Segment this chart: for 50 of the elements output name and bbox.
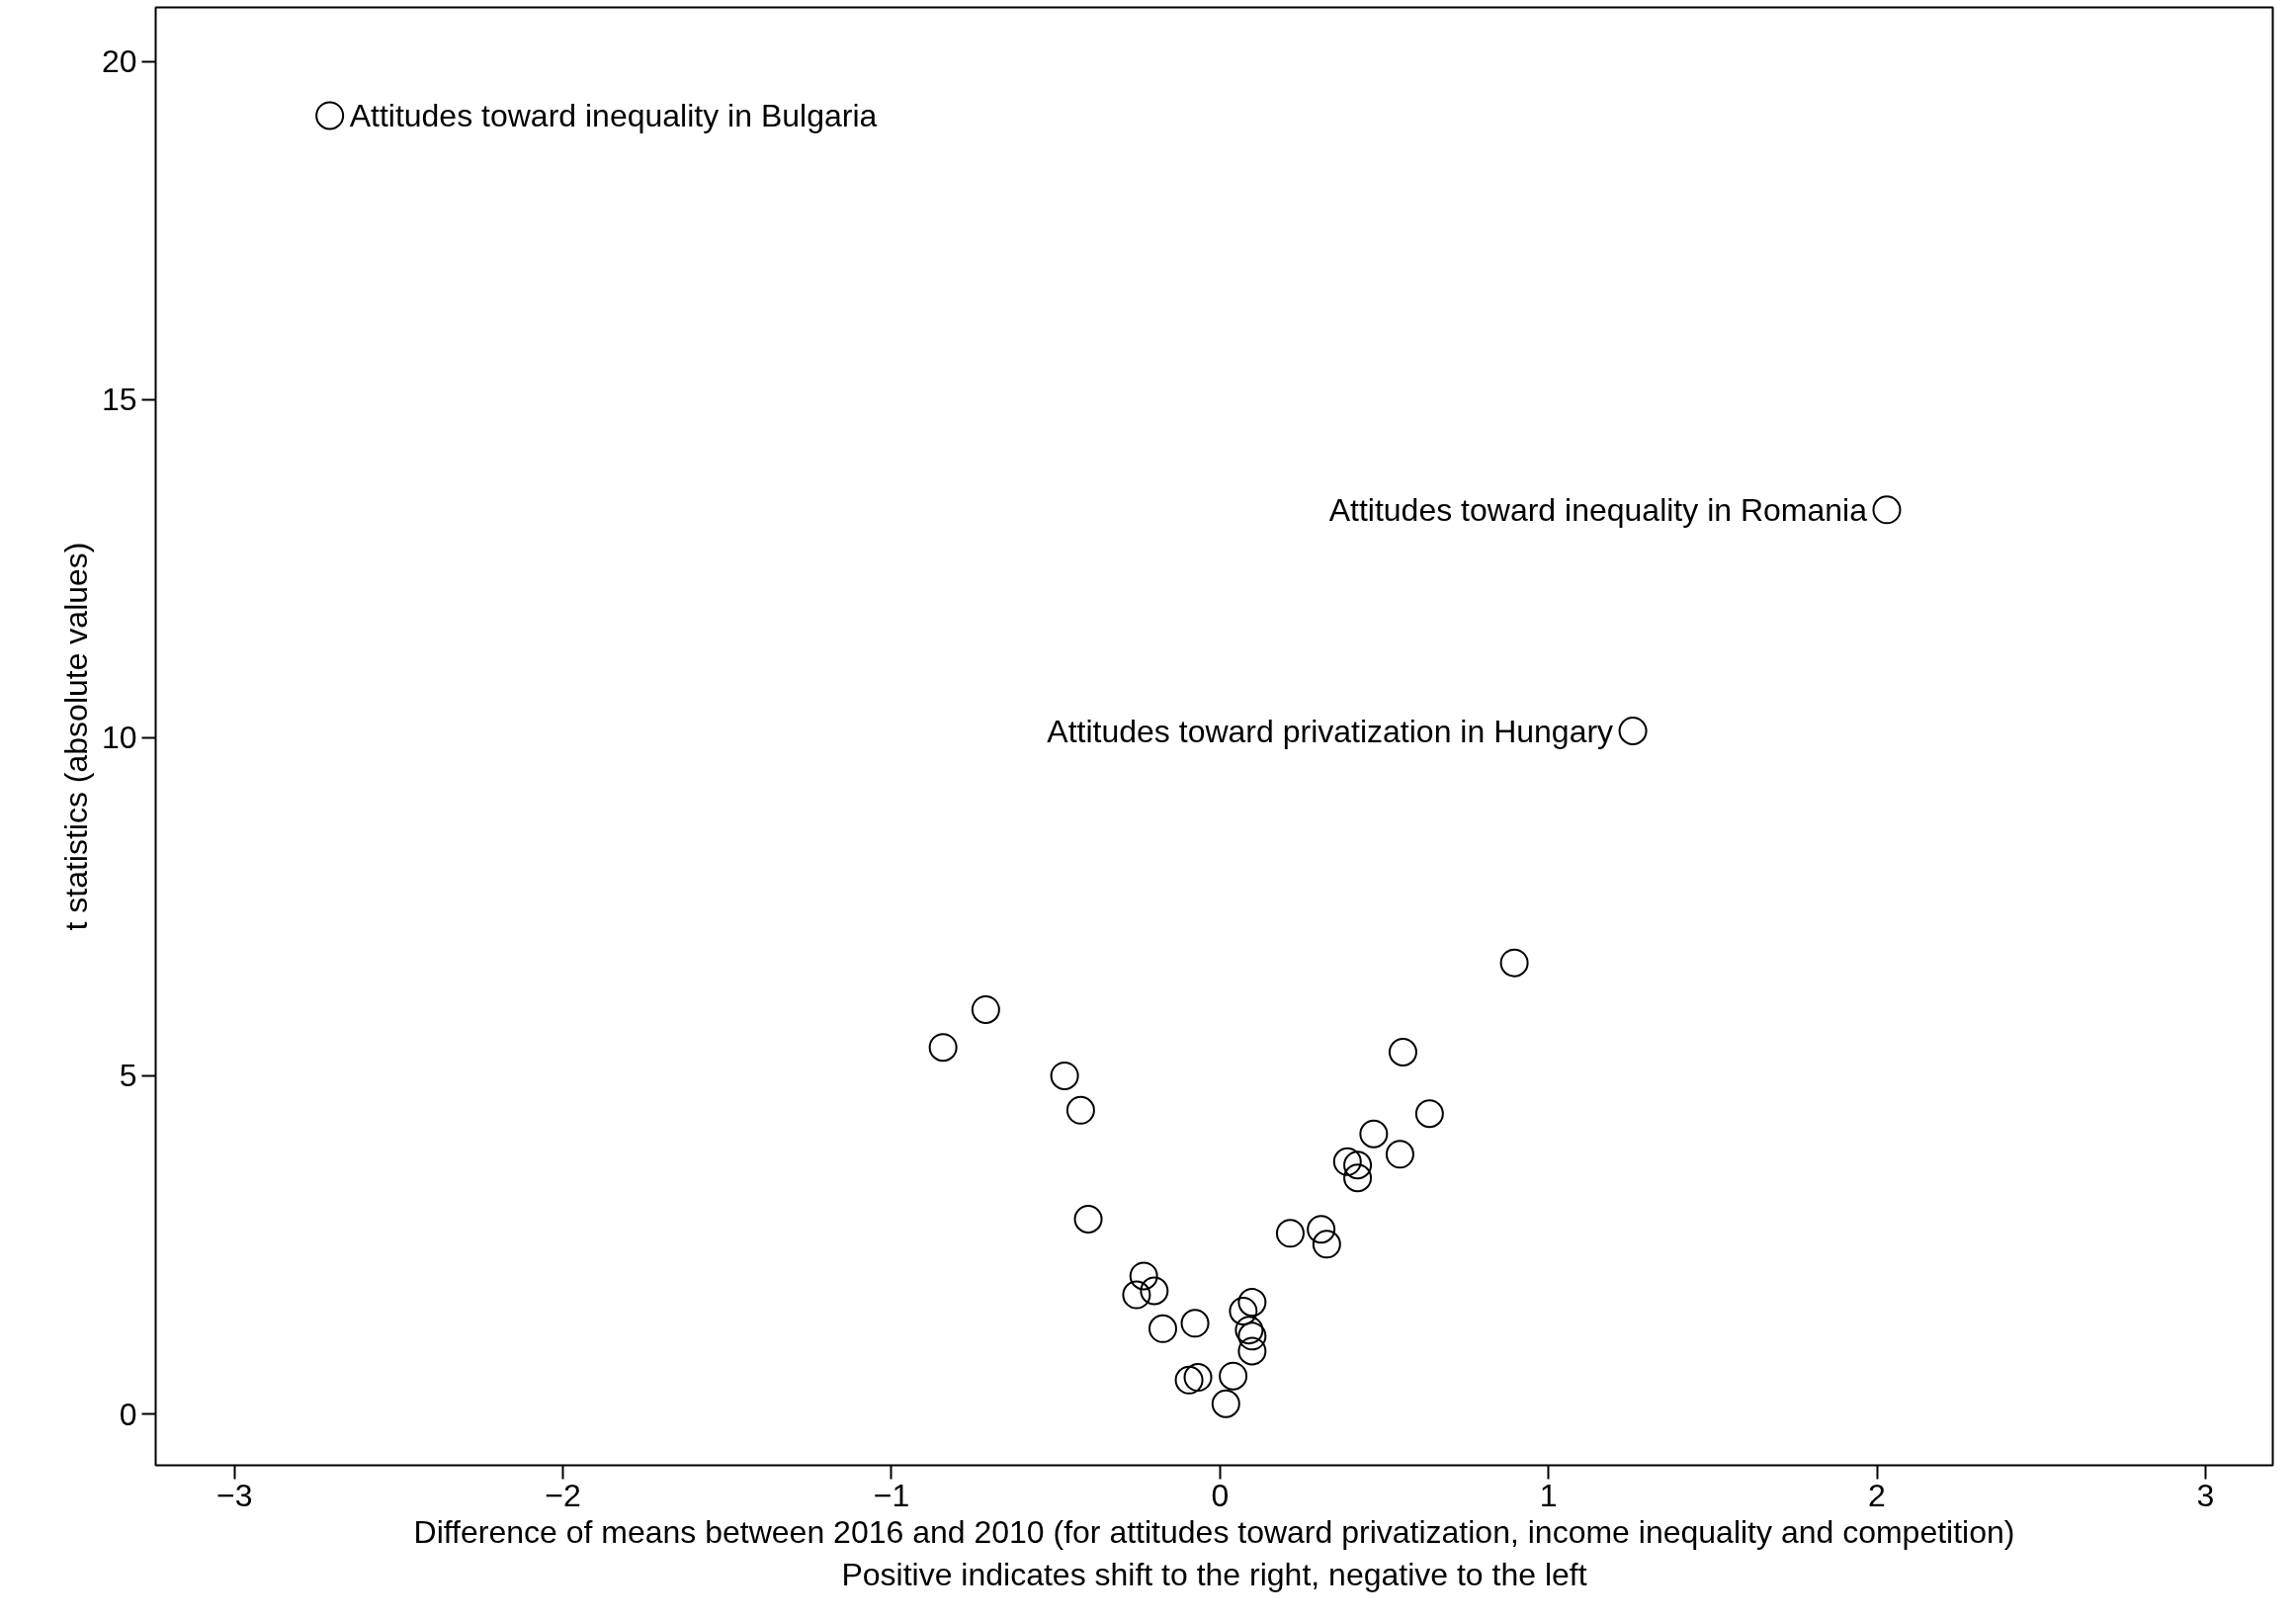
point	[1219, 1361, 1248, 1391]
point	[1065, 1095, 1095, 1125]
point	[1180, 1309, 1210, 1338]
point	[1499, 948, 1529, 978]
annotation: Attitudes toward inequality in Romania	[1328, 491, 1868, 528]
annotation: Attitudes toward privatization in Hungary	[1047, 713, 1614, 749]
point	[1234, 1316, 1264, 1345]
point	[315, 101, 345, 130]
point	[1073, 1205, 1103, 1234]
x-tick-label: 2	[1868, 1477, 1886, 1513]
point	[1129, 1261, 1158, 1291]
point	[1307, 1215, 1336, 1244]
y-tick-label: 0	[119, 1396, 137, 1432]
y-tick-label: 20	[101, 43, 137, 80]
point	[1275, 1219, 1305, 1248]
x-tick-label: 0	[1211, 1477, 1230, 1513]
point	[971, 994, 1000, 1024]
point	[1148, 1314, 1177, 1343]
y-axis-title: t statistics (absolute values)	[57, 542, 94, 931]
x-tick-label: 1	[1539, 1477, 1558, 1513]
x-axis-title: Difference of means between 2016 and 2010 (for attitudes toward privatization, income inequality and competition) Positive indicates shift to the right, negative to the left	[413, 1513, 2015, 1592]
point	[1359, 1119, 1389, 1149]
y-tick-label: 15	[101, 382, 137, 418]
point	[1122, 1280, 1151, 1310]
point	[1872, 495, 1902, 525]
x-tick-label: 3	[2196, 1477, 2215, 1513]
x-tick-label: −2	[545, 1477, 581, 1513]
point	[1618, 717, 1648, 745]
point	[1414, 1099, 1444, 1129]
point	[1388, 1038, 1417, 1066]
annotation: Attitudes toward inequality in Bulgaria	[349, 97, 878, 133]
y-tick-label: 10	[101, 720, 137, 756]
point	[1211, 1389, 1240, 1418]
point	[1174, 1365, 1204, 1395]
point	[1237, 1336, 1267, 1366]
point	[1385, 1140, 1414, 1169]
point	[1229, 1297, 1258, 1325]
point	[1050, 1061, 1079, 1090]
point	[1237, 1322, 1267, 1351]
y-tick-label: 5	[119, 1058, 137, 1094]
point	[1332, 1147, 1362, 1176]
x-tick-label: −1	[873, 1477, 910, 1513]
point	[1183, 1363, 1213, 1393]
point	[928, 1033, 958, 1063]
point	[1343, 1163, 1373, 1193]
point	[1237, 1288, 1267, 1318]
point	[1140, 1276, 1169, 1306]
x-tick-label: −3	[216, 1477, 253, 1513]
point	[1312, 1230, 1341, 1259]
point	[1343, 1151, 1373, 1180]
